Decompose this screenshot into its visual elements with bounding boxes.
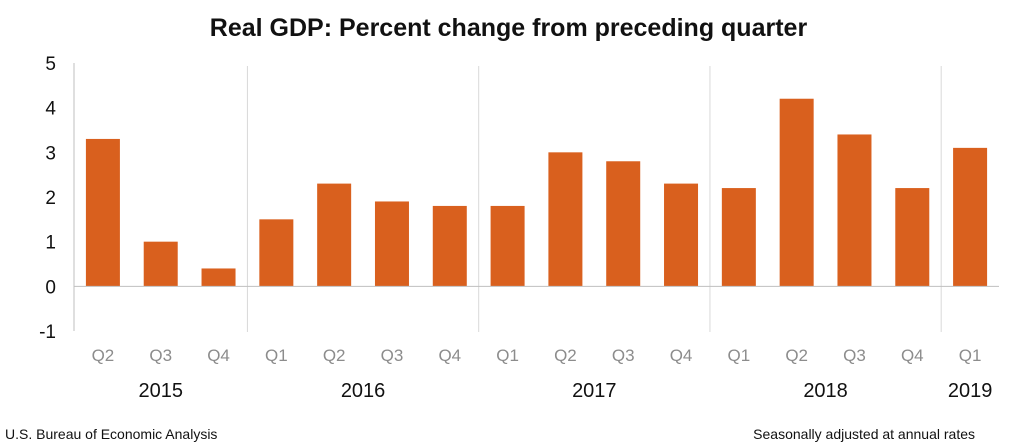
bar	[953, 147, 988, 287]
year-label: 2017	[572, 380, 617, 402]
x-tick-label: Q3	[843, 346, 866, 365]
bar	[317, 183, 352, 287]
bar	[548, 152, 583, 287]
x-tick-label: Q1	[265, 346, 288, 365]
x-tick-label: Q4	[207, 346, 230, 365]
adjustment-note: Seasonally adjusted at annual rates	[753, 426, 975, 442]
year-label: 2019	[948, 380, 993, 402]
x-tick-label: Q4	[670, 346, 693, 365]
y-tick-label: 3	[45, 143, 56, 164]
bar	[721, 188, 756, 287]
x-tick-label: Q3	[149, 346, 172, 365]
x-tick-label: Q1	[728, 346, 751, 365]
year-label: 2015	[138, 380, 183, 402]
year-label: 2016	[341, 380, 386, 402]
bar	[779, 98, 814, 287]
bar	[85, 138, 120, 287]
bar	[895, 188, 930, 287]
x-tick-label: Q2	[785, 346, 808, 365]
x-tick-label: Q3	[381, 346, 404, 365]
year-label: 2018	[803, 380, 848, 402]
x-tick-label: Q2	[323, 346, 346, 365]
y-tick-label: -1	[39, 322, 56, 343]
source-note: U.S. Bureau of Economic Analysis	[5, 426, 218, 442]
y-tick-label: 2	[45, 188, 56, 209]
x-tick-label: Q4	[438, 346, 461, 365]
y-tick-label: 0	[45, 277, 56, 298]
bar	[259, 219, 294, 287]
bar	[432, 205, 467, 287]
chart-title: Real GDP: Percent change from preceding …	[209, 14, 808, 42]
y-tick-label: 1	[45, 233, 56, 254]
bar	[606, 161, 641, 287]
y-tick-label: 4	[45, 99, 56, 120]
x-tick-label: Q4	[901, 346, 924, 365]
x-tick-label: Q1	[959, 346, 982, 365]
bar	[374, 201, 409, 287]
x-tick-label: Q1	[496, 346, 519, 365]
x-tick-label: Q2	[554, 346, 577, 365]
x-tick-label: Q3	[612, 346, 635, 365]
bar	[201, 268, 236, 287]
bar	[143, 241, 178, 287]
y-tick-label: 5	[45, 54, 56, 75]
bar	[490, 205, 525, 287]
bar	[837, 134, 872, 287]
x-tick-label: Q2	[92, 346, 115, 365]
bar	[664, 183, 699, 287]
